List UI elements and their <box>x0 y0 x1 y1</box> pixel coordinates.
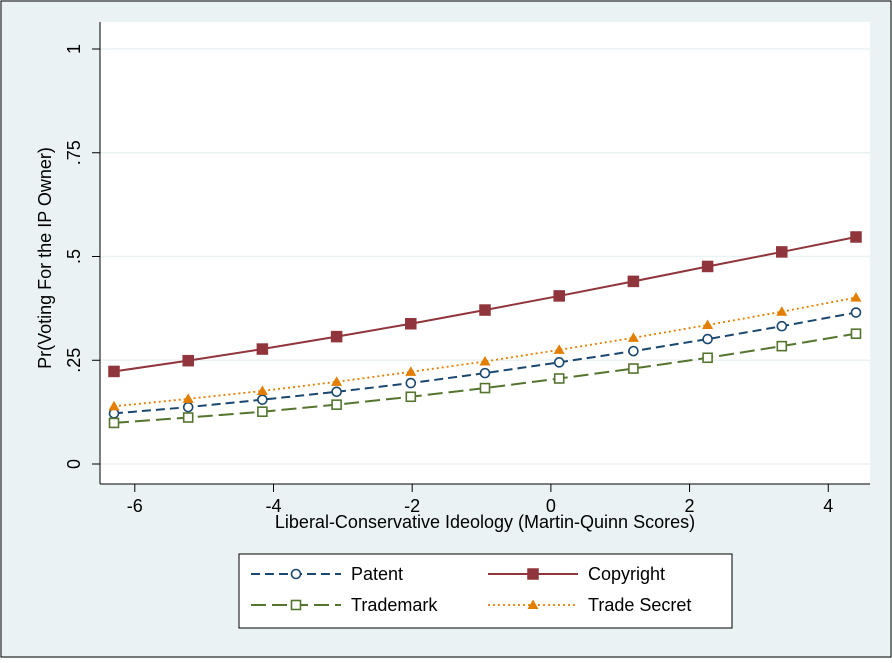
data-point <box>331 399 342 410</box>
y-tick-label: .75 <box>64 140 84 165</box>
data-point <box>479 367 491 379</box>
legend-label: Trademark <box>351 595 438 615</box>
data-point <box>850 328 862 339</box>
x-tick-label: 2 <box>685 496 695 516</box>
data-point <box>776 320 788 332</box>
x-tick-label: 0 <box>546 496 556 516</box>
data-point <box>405 377 417 389</box>
data-point <box>182 393 194 403</box>
series-line <box>113 332 857 424</box>
y-tick-label: .5 <box>64 249 84 264</box>
legend-marker <box>527 599 539 609</box>
legend-label: Patent <box>351 564 403 584</box>
data-point <box>405 391 417 403</box>
legend-marker <box>527 568 539 580</box>
data-point <box>405 366 417 376</box>
data-point <box>553 344 565 354</box>
y-tick-label: .25 <box>64 348 84 373</box>
data-point <box>257 406 268 418</box>
legend-label: Trade Secret <box>588 595 691 615</box>
data-point <box>553 357 565 368</box>
data-point <box>553 290 565 302</box>
data-point <box>628 363 639 374</box>
data-point <box>776 306 788 316</box>
x-tick-label: -6 <box>127 496 143 516</box>
data-point <box>331 386 342 398</box>
data-point <box>776 340 788 352</box>
legend-entry: Copyright <box>488 564 665 584</box>
data-point <box>182 354 194 367</box>
x-axis-label: Liberal-Conservative Ideology (Martin-Qu… <box>275 512 695 532</box>
legend-box <box>238 553 733 629</box>
x-tick-label: -4 <box>265 496 281 516</box>
data-point <box>701 260 714 273</box>
data-point <box>479 304 491 316</box>
data-point <box>182 401 194 413</box>
legend-entry: Patent <box>251 564 403 584</box>
x-axis: -6 -4 -2 0 2 4 <box>127 484 833 516</box>
data-point <box>776 246 788 258</box>
series-trade-secret <box>108 292 862 411</box>
data-point <box>628 345 639 357</box>
legend-label: Copyright <box>588 564 665 584</box>
y-axis: 0 .25 .5 .75 1 <box>64 44 100 469</box>
series-patent <box>108 307 862 419</box>
data-point <box>330 330 343 343</box>
series-layer <box>108 231 862 429</box>
data-point <box>850 231 862 243</box>
data-point <box>405 317 417 330</box>
data-point <box>479 382 491 394</box>
series-trademark <box>108 328 862 429</box>
legend: Patent Copyright Trademark Trade Secret <box>238 553 733 629</box>
y-tick-label: 1 <box>64 44 84 54</box>
y-axis-label: Pr(Voting For the IP Owner) <box>35 147 55 369</box>
data-point <box>850 292 862 302</box>
data-point <box>256 385 268 395</box>
data-point <box>108 417 120 429</box>
data-point <box>702 352 713 364</box>
legend-marker <box>290 599 302 611</box>
data-point <box>479 355 491 366</box>
data-point <box>257 394 268 405</box>
data-point <box>627 332 639 342</box>
x-tick-label: 4 <box>823 496 833 516</box>
data-point <box>850 307 862 318</box>
data-point <box>256 343 269 355</box>
series-line <box>113 311 857 415</box>
data-point <box>182 412 194 423</box>
legend-entry: Trade Secret <box>488 595 691 615</box>
data-point <box>331 376 343 386</box>
data-point <box>108 400 120 411</box>
data-point <box>627 275 640 288</box>
series-copyright <box>108 231 862 378</box>
y-tick-label: 0 <box>64 459 84 469</box>
data-point <box>702 333 713 345</box>
data-point <box>108 365 120 378</box>
legend-marker <box>290 568 302 580</box>
data-point <box>702 319 714 329</box>
legend-entry: Trademark <box>251 595 438 615</box>
plot-area <box>100 22 870 484</box>
data-point <box>553 373 565 384</box>
x-tick-label: -2 <box>404 496 420 516</box>
